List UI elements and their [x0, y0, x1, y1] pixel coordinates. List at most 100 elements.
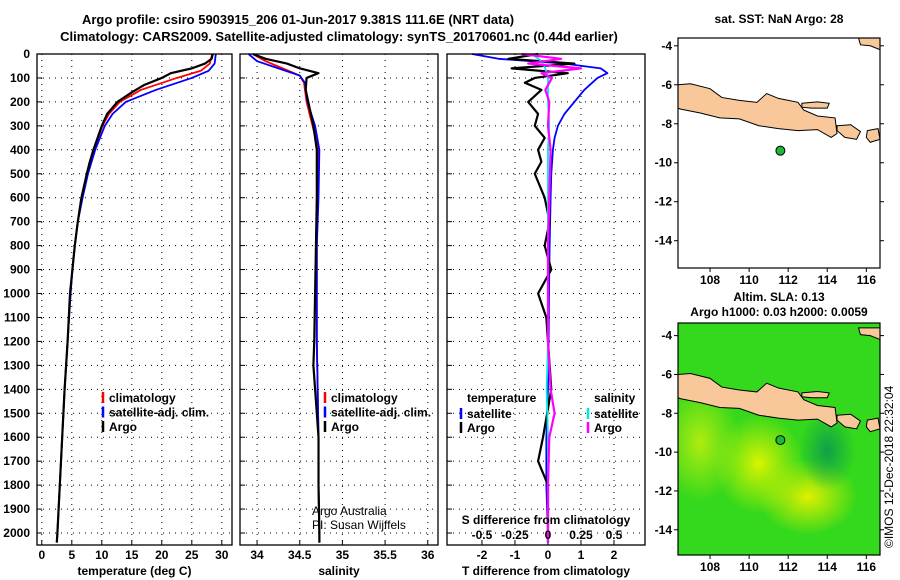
- copyright-timestamp: ©IMOS 12-Dec-2018 22:32:04: [882, 385, 896, 548]
- land-polygon: [865, 128, 880, 143]
- panel-temperature: 0 5 10 15 20 25 300100200300400500600700800900…: [3, 47, 233, 578]
- s-tick-label: 0.5: [606, 528, 623, 542]
- depth-tick-label: 1800: [3, 478, 30, 492]
- series-t-argo: [507, 52, 576, 543]
- legend-label: Argo: [594, 421, 622, 435]
- figure-title-line2: Climatology: CARS2009. Satellite-adjuste…: [60, 29, 618, 44]
- annotation-text: PI: Susan Wijffels: [312, 518, 406, 532]
- plot-frame: [446, 53, 646, 546]
- depth-tick-label: 0: [23, 47, 30, 61]
- series-satellite-adj-clim-: [55, 53, 217, 543]
- lon-tick-label: 108: [700, 273, 720, 287]
- series-argo: [55, 53, 214, 543]
- lat-tick-label: -10: [655, 156, 673, 170]
- map-title: sat. SST: NaN Argo: 28: [715, 12, 844, 26]
- x-tick-label: 34: [250, 548, 264, 562]
- depth-tick-label: 700: [10, 215, 30, 229]
- x-tick-label: 36: [421, 548, 435, 562]
- s-tick-label: 0.25: [569, 528, 593, 542]
- s-axis-label: S difference from climatology: [462, 513, 631, 527]
- legend-label: satellite-adj. clim.: [109, 406, 209, 420]
- depth-tick-label: 1700: [3, 454, 30, 468]
- plot-frame: [239, 53, 439, 546]
- x-tick-label: 35.5: [373, 548, 397, 562]
- legend-label: Argo: [331, 420, 359, 434]
- s-tick-label: -0.5: [472, 528, 493, 542]
- x-tick-label: 0: [38, 548, 45, 562]
- depth-tick-label: 2000: [3, 526, 30, 540]
- series-climatology: [55, 53, 214, 543]
- legend-label: satellite: [594, 407, 639, 421]
- depth-tick-label: 800: [10, 239, 30, 253]
- land-polygon: [836, 124, 862, 140]
- lon-tick-label: 108: [700, 560, 720, 574]
- land-polygon: [857, 327, 880, 341]
- argo-position-marker: [775, 435, 786, 446]
- land-polygon: [678, 372, 838, 428]
- figure-title-line1: Argo profile: csiro 5903915_206 01-Jun-2…: [82, 12, 514, 27]
- series-satellite-adj-clim-: [247, 53, 321, 543]
- depth-tick-label: 500: [10, 167, 30, 181]
- lon-tick-label: 110: [739, 273, 759, 287]
- sla-anomaly: [678, 382, 741, 503]
- lat-tick-label: -14: [655, 234, 673, 248]
- legend-label: satellite: [467, 407, 512, 421]
- depth-tick-label: 100: [10, 71, 30, 85]
- depth-tick-label: 900: [10, 263, 30, 277]
- depth-tick-label: 1000: [3, 287, 30, 301]
- map-frame: [677, 37, 881, 269]
- legend-label: climatology: [109, 391, 176, 405]
- panel-salinity: 34 34.5 35 35.5 36 salinity: [239, 52, 439, 578]
- lat-tick-label: -6: [661, 78, 672, 92]
- lon-tick-label: 112: [779, 273, 799, 287]
- lat-tick-label: -4: [661, 329, 672, 343]
- depth-tick-label: 1500: [3, 406, 30, 420]
- s-tick-label: -0.25: [501, 528, 529, 542]
- land-polygon: [801, 101, 830, 109]
- legend-title-salinity: salinity: [594, 391, 636, 405]
- map-sst-map: 108 110 112 114 116 -4 -6 -8 -10 -12 -14 sat. SST: …: [655, 12, 884, 287]
- lon-tick-label: 116: [857, 560, 877, 574]
- x-tick-label: 34.5: [288, 548, 312, 562]
- x-tick-label: 5: [68, 548, 75, 562]
- x-tick-label: -2: [477, 548, 488, 562]
- plot-frame: [36, 53, 233, 546]
- legend-label: Argo: [467, 421, 495, 435]
- lat-tick-label: -10: [655, 445, 673, 459]
- lon-tick-label: 114: [818, 560, 838, 574]
- depth-tick-label: 400: [10, 143, 30, 157]
- lon-tick-label: 112: [779, 560, 799, 574]
- argo-position-marker: [775, 145, 786, 156]
- map-title-line2: Argo h1000: 0.03 h2000: 0.0059: [690, 305, 868, 319]
- land-polygon: [678, 83, 838, 138]
- annotation-text: Argo Australia: [312, 504, 387, 518]
- land-polygon: [865, 417, 880, 433]
- legend-label: satellite-adj. clim.: [331, 406, 431, 420]
- x-tick-label: 2: [611, 548, 618, 562]
- depth-tick-label: 200: [10, 95, 30, 109]
- map-area: [678, 323, 880, 555]
- land-polygon: [857, 38, 880, 51]
- x-tick-label: 15: [125, 548, 139, 562]
- series-argo: [252, 52, 321, 543]
- x-axis-label: temperature (deg C): [77, 564, 191, 578]
- series-climatology: [252, 53, 321, 543]
- depth-tick-label: 1400: [3, 382, 30, 396]
- lon-tick-label: 116: [857, 273, 877, 287]
- depth-tick-label: 1900: [3, 502, 30, 516]
- depth-tick-label: 300: [10, 119, 30, 133]
- land-polygon: [801, 391, 830, 399]
- depth-tick-label: 1200: [3, 334, 30, 348]
- lat-tick-label: -12: [655, 195, 673, 209]
- x-tick-label: 10: [95, 548, 109, 562]
- depth-tick-label: 1600: [3, 430, 30, 444]
- depth-tick-label: 1100: [4, 310, 30, 324]
- x-tick-label: 30: [215, 548, 229, 562]
- lat-tick-label: -14: [655, 523, 673, 537]
- legend-label: Argo: [109, 420, 137, 434]
- sla-low-anomaly: [799, 410, 856, 491]
- series-s-argo: [521, 52, 583, 543]
- s-tick-label: 0: [545, 528, 552, 542]
- land-polygon: [836, 413, 862, 430]
- x-tick-label: -1: [510, 548, 521, 562]
